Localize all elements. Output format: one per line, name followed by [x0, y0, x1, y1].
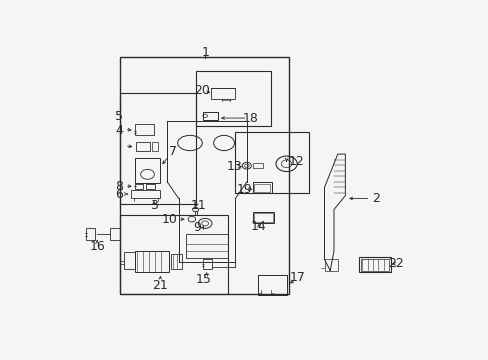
Bar	[210, 87, 235, 99]
Bar	[146, 184, 154, 189]
Bar	[235, 132, 309, 193]
Text: 2: 2	[371, 192, 379, 205]
Bar	[186, 234, 227, 258]
Bar	[254, 184, 270, 192]
Text: 5: 5	[115, 110, 122, 123]
Bar	[252, 212, 274, 223]
Bar	[110, 228, 120, 240]
Text: 16: 16	[89, 240, 105, 253]
Bar	[358, 257, 390, 272]
Bar	[85, 228, 95, 240]
Bar	[135, 124, 154, 135]
Bar	[324, 260, 337, 270]
Bar	[253, 163, 262, 168]
Text: 8: 8	[115, 180, 122, 193]
Bar	[135, 184, 143, 189]
Bar	[195, 71, 271, 126]
Text: 12: 12	[288, 154, 304, 167]
Bar	[135, 251, 169, 272]
Bar	[120, 93, 195, 204]
Text: 6: 6	[115, 188, 122, 201]
Text: 14: 14	[250, 220, 266, 233]
Text: 11: 11	[190, 199, 206, 212]
Text: 1: 1	[201, 46, 209, 59]
Bar	[258, 275, 286, 296]
Text: 9: 9	[193, 221, 201, 234]
Text: 20: 20	[194, 84, 210, 97]
Bar	[152, 143, 158, 151]
Text: 15: 15	[195, 273, 211, 286]
Bar	[254, 213, 272, 222]
Text: 21: 21	[152, 279, 168, 292]
Bar	[120, 215, 227, 294]
Bar	[131, 190, 159, 198]
Bar	[136, 141, 150, 151]
Bar	[171, 254, 182, 269]
Bar	[203, 258, 211, 269]
Text: 13: 13	[226, 160, 242, 173]
Bar	[360, 259, 388, 270]
Text: 4: 4	[115, 124, 122, 137]
Bar	[252, 183, 272, 193]
Text: 19: 19	[236, 183, 252, 196]
Bar	[120, 57, 288, 294]
Text: 7: 7	[168, 145, 177, 158]
Text: 17: 17	[289, 271, 305, 284]
Bar	[203, 112, 217, 120]
Bar	[135, 158, 159, 183]
Text: 22: 22	[387, 257, 403, 270]
Text: 10: 10	[161, 213, 177, 226]
Bar	[123, 252, 135, 269]
Text: 3: 3	[150, 199, 158, 212]
Text: 18: 18	[242, 112, 258, 125]
